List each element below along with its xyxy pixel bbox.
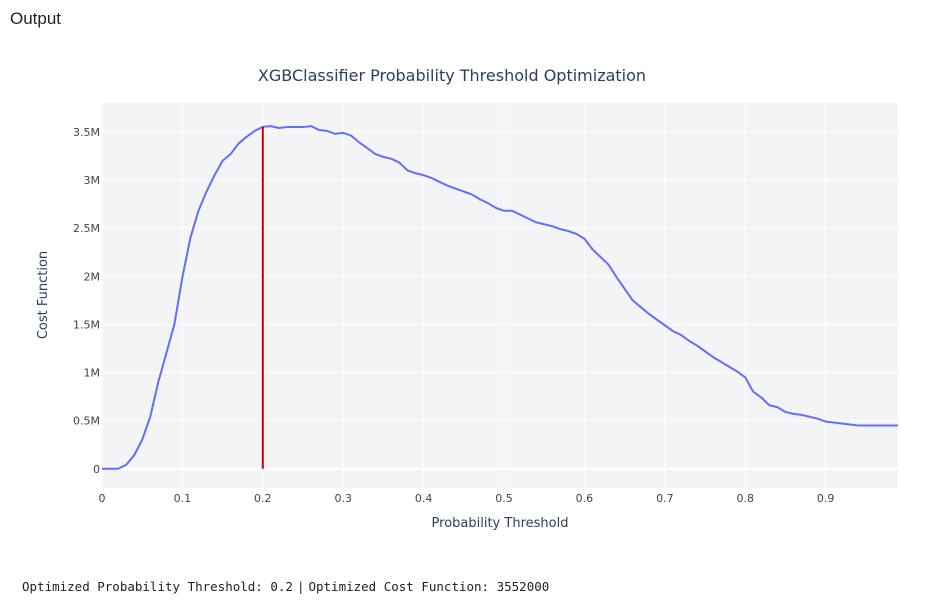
output-label: Output <box>10 9 62 28</box>
y-tick-label: 3.5M <box>73 126 100 139</box>
x-tick-label: 0.4 <box>415 492 433 505</box>
cost-function-line <box>102 125 898 470</box>
y-tick-label: 0.5M <box>73 415 100 428</box>
grid-lines <box>101 103 898 488</box>
x-tick-label: 0.3 <box>334 492 352 505</box>
y-axis: 0 0.5M 1M 1.5M 2M 2.5M 3M 3.5M <box>73 126 100 476</box>
plot-area <box>102 103 898 488</box>
optimization-result: Optimized Probability Threshold: 0.2 | Opt… <box>22 579 549 594</box>
x-tick-label: 0.1 <box>174 492 192 505</box>
y-tick-label: 1M <box>84 367 101 380</box>
optimized-threshold-text: Optimized Probability Threshold: 0.2 <box>22 579 293 594</box>
y-tick-label: 1.5M <box>73 318 100 331</box>
optimized-cost-text: Optimized Cost Function: 3552000 <box>308 579 550 594</box>
y-tick-label: 0 <box>93 463 100 476</box>
chart: XGBClassifier Probability Threshold Opti… <box>36 66 898 531</box>
x-tick-label: 0 <box>99 492 106 505</box>
x-tick-label: 0.5 <box>495 492 513 505</box>
x-tick-label: 0.2 <box>254 492 272 505</box>
chart-title: XGBClassifier Probability Threshold Opti… <box>258 66 646 85</box>
x-tick-label: 0.7 <box>656 492 674 505</box>
x-axis: 0 0.1 0.2 0.3 0.4 0.5 0.6 0.7 0.8 0.9 <box>99 492 835 505</box>
result-separator: | <box>296 579 305 594</box>
x-tick-label: 0.6 <box>576 492 594 505</box>
x-axis-label: Probability Threshold <box>432 516 569 531</box>
x-tick-label: 0.8 <box>736 492 754 505</box>
y-tick-label: 3M <box>84 174 101 187</box>
y-axis-label: Cost Function <box>36 251 51 339</box>
y-tick-label: 2M <box>84 270 101 283</box>
y-tick-label: 2.5M <box>73 222 100 235</box>
x-tick-label: 0.9 <box>817 492 835 505</box>
